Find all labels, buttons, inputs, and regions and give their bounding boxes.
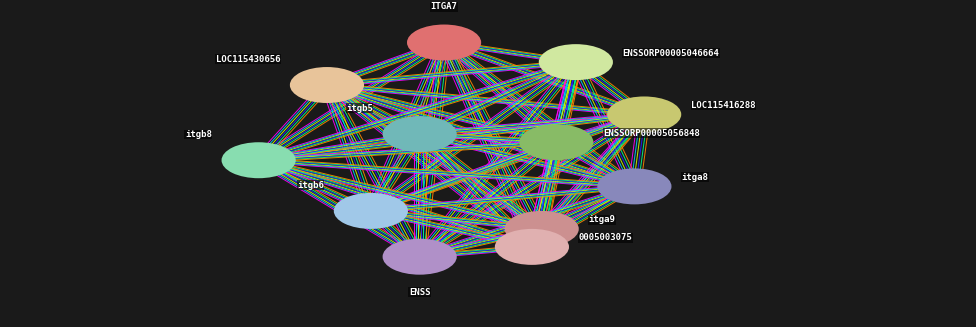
Ellipse shape [539,44,613,80]
Text: itgb6: itgb6 [297,181,324,190]
Text: itga9: itga9 [589,215,616,224]
Ellipse shape [290,67,364,103]
Text: ENSSORP00005046664: ENSSORP00005046664 [623,49,719,58]
Ellipse shape [505,211,579,247]
Text: itgb8: itgb8 [184,130,212,139]
Text: itgb5: itgb5 [346,104,373,113]
Text: LOC115430656: LOC115430656 [216,55,280,64]
Text: LOC115416288: LOC115416288 [691,101,755,110]
Ellipse shape [383,116,457,152]
Ellipse shape [407,25,481,60]
Text: ENSSORP00005056848: ENSSORP00005056848 [603,129,700,138]
Ellipse shape [383,239,457,275]
Ellipse shape [519,124,593,160]
Ellipse shape [495,229,569,265]
Text: 0005003075: 0005003075 [579,233,632,242]
Text: ITGA7: ITGA7 [430,2,458,11]
Ellipse shape [607,96,681,132]
Ellipse shape [334,193,408,229]
Text: ENSS: ENSS [409,288,430,297]
Ellipse shape [222,142,296,178]
Ellipse shape [597,168,671,204]
Text: itga8: itga8 [681,173,709,182]
